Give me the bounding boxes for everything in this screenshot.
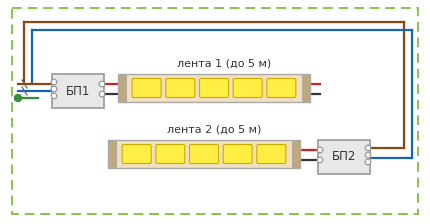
- Text: БП2: БП2: [332, 151, 356, 164]
- FancyBboxPatch shape: [267, 78, 296, 97]
- Bar: [108, 140, 300, 168]
- FancyBboxPatch shape: [200, 78, 228, 97]
- Bar: [292, 140, 300, 168]
- FancyBboxPatch shape: [166, 78, 195, 97]
- Circle shape: [99, 81, 105, 87]
- FancyBboxPatch shape: [190, 144, 218, 164]
- FancyBboxPatch shape: [156, 144, 185, 164]
- FancyBboxPatch shape: [132, 78, 161, 97]
- Bar: [118, 74, 310, 102]
- Bar: [118, 74, 126, 102]
- Circle shape: [51, 86, 57, 92]
- FancyBboxPatch shape: [122, 144, 151, 164]
- Text: лента 1 (до 5 м): лента 1 (до 5 м): [177, 58, 271, 68]
- Bar: [318, 140, 370, 174]
- Circle shape: [15, 95, 22, 101]
- Circle shape: [317, 157, 323, 163]
- Circle shape: [317, 147, 323, 153]
- FancyBboxPatch shape: [257, 144, 286, 164]
- Bar: [108, 140, 116, 168]
- Circle shape: [365, 145, 371, 151]
- Circle shape: [99, 91, 105, 97]
- Text: лента 2 (до 5 м): лента 2 (до 5 м): [167, 124, 261, 134]
- Bar: [302, 74, 310, 102]
- Circle shape: [365, 152, 371, 158]
- Text: БП1: БП1: [66, 84, 90, 97]
- FancyBboxPatch shape: [223, 144, 252, 164]
- FancyBboxPatch shape: [233, 78, 262, 97]
- Circle shape: [51, 79, 57, 85]
- Circle shape: [365, 159, 371, 165]
- Circle shape: [51, 93, 57, 99]
- Bar: [52, 74, 104, 108]
